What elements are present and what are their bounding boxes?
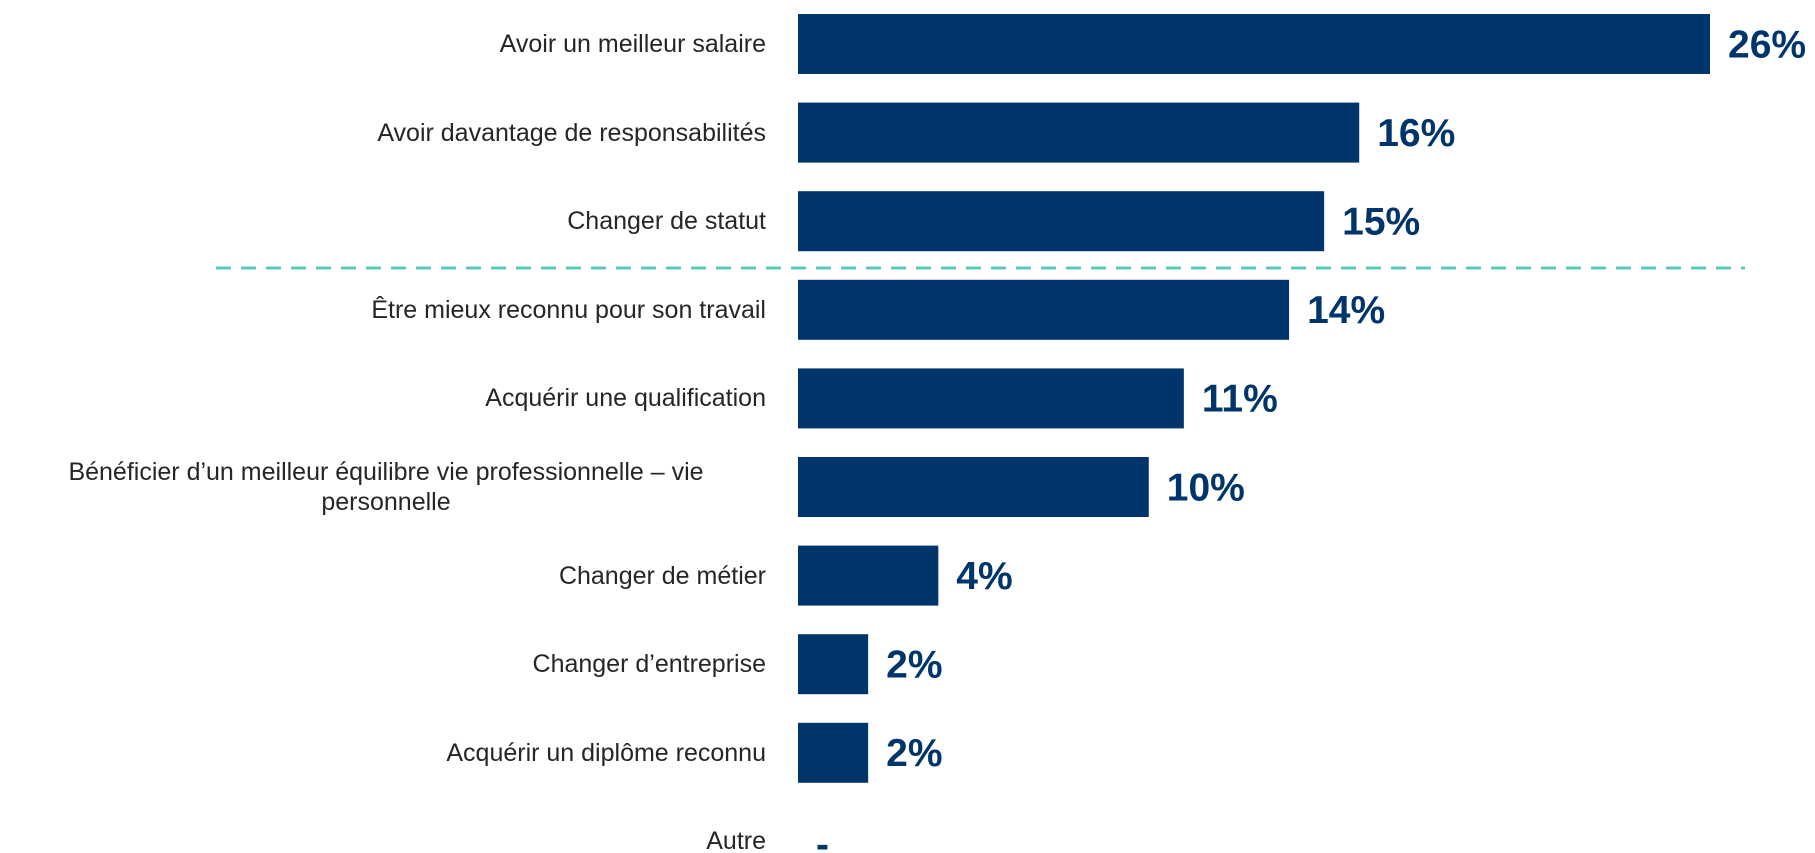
category-label-row: Bénéficier d’un meilleur équilibre vie p… — [0, 447, 766, 527]
category-label-row: Être mieux reconnu pour son travail — [0, 270, 766, 350]
bar — [798, 279, 1290, 340]
bar — [798, 634, 869, 695]
category-label-row: Changer de statut — [0, 181, 766, 261]
category-label-row: Changer de métier — [0, 536, 766, 616]
category-label: Changer de statut — [567, 207, 766, 236]
value-label: 2% — [886, 643, 942, 686]
value-label: 10% — [1167, 466, 1245, 509]
value-label: 2% — [886, 732, 942, 775]
category-label: Être mieux reconnu pour son travail — [371, 295, 766, 324]
value-label: 4% — [956, 555, 1012, 598]
bar — [798, 191, 1325, 252]
bar — [798, 545, 939, 606]
category-label-row: Avoir un meilleur salaire — [0, 4, 766, 84]
category-label: Changer de métier — [558, 561, 766, 590]
value-label: - — [816, 824, 829, 853]
category-label-row: Avoir davantage de responsabilités — [0, 93, 766, 173]
category-label-row: Acquérir un diplôme reconnu — [0, 713, 766, 793]
bar — [798, 368, 1184, 429]
category-label-row: Acquérir une qualification — [0, 358, 766, 438]
category-label-row: Changer d’entreprise — [0, 624, 766, 704]
value-label: 26% — [1728, 23, 1806, 66]
bar — [798, 14, 1710, 74]
category-label: Bénéficier d’un meilleur équilibre vie p… — [68, 458, 704, 516]
bar — [798, 457, 1149, 517]
category-label: Avoir davantage de responsabilités — [377, 118, 766, 147]
value-label: 15% — [1342, 200, 1420, 243]
category-label: Acquérir une qualification — [485, 384, 766, 413]
value-label: 14% — [1307, 289, 1385, 332]
category-label-row: Autre — [0, 801, 766, 853]
bar — [798, 102, 1360, 163]
bar — [798, 722, 869, 783]
category-label: Acquérir un diplôme reconnu — [446, 738, 766, 767]
value-label: 16% — [1377, 112, 1455, 155]
category-label: Changer d’entreprise — [532, 650, 766, 679]
category-label: Autre — [706, 827, 766, 853]
value-label: 11% — [1202, 378, 1278, 421]
category-label: Avoir un meilleur salaire — [499, 30, 766, 58]
